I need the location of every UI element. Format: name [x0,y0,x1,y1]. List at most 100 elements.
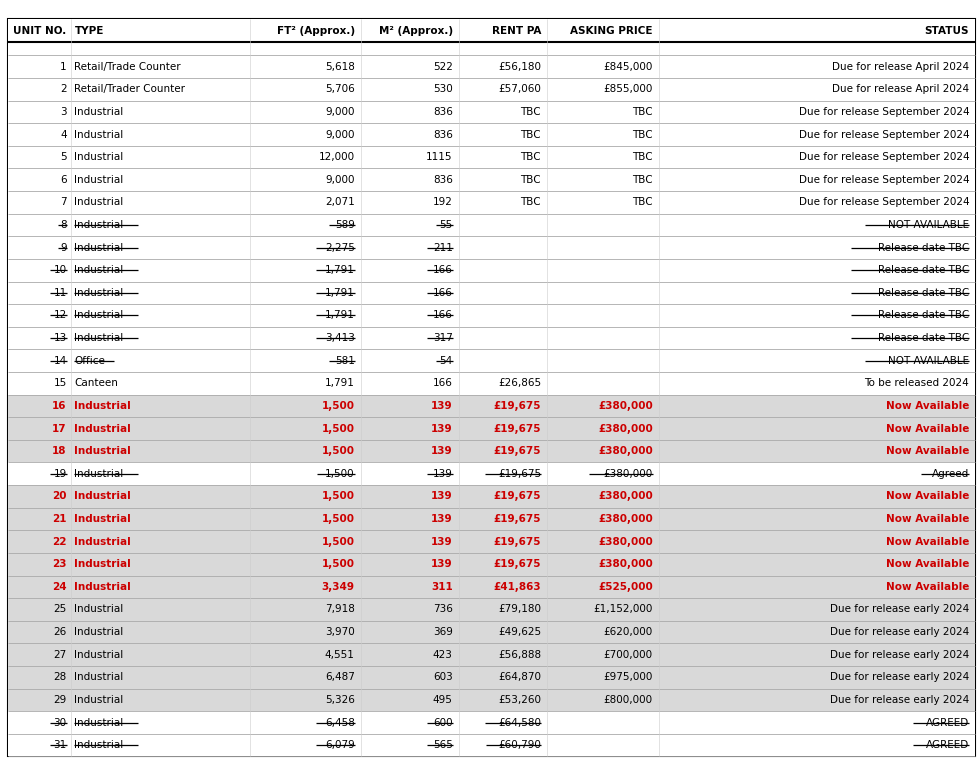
Bar [8,440,975,462]
Bar [8,417,975,440]
Text: £56,180: £56,180 [498,61,541,71]
Text: 30: 30 [54,717,67,727]
Text: 13: 13 [53,333,67,343]
Text: £19,675: £19,675 [494,492,541,502]
Text: Industrial: Industrial [74,492,131,502]
Text: £380,000: £380,000 [598,446,653,456]
Text: Due for release early 2024: Due for release early 2024 [830,604,969,614]
Text: TBC: TBC [520,130,541,140]
Bar [8,326,975,349]
Text: 2: 2 [60,84,67,94]
Text: 6: 6 [60,175,67,185]
Text: 139: 139 [431,559,453,569]
Text: 166: 166 [433,310,453,320]
Text: 1: 1 [60,61,67,71]
Text: M² (Approx.): M² (Approx.) [378,25,453,35]
Text: NOT AVAILABLE: NOT AVAILABLE [888,220,969,230]
Text: 1,500: 1,500 [321,492,355,502]
Text: 1,500: 1,500 [321,401,355,411]
Text: 495: 495 [433,695,453,705]
Text: Now Available: Now Available [886,582,969,592]
Text: ASKING PRICE: ASKING PRICE [570,25,653,35]
Text: 1,500: 1,500 [321,446,355,456]
Text: 836: 836 [433,130,453,140]
Text: £19,675: £19,675 [494,514,541,524]
Text: 317: 317 [433,333,453,343]
Text: 6,487: 6,487 [325,672,355,682]
Text: Industrial: Industrial [74,695,123,705]
Text: 15: 15 [53,379,67,389]
Text: £380,000: £380,000 [598,492,653,502]
Text: Due for release September 2024: Due for release September 2024 [799,175,969,185]
Text: 7: 7 [60,197,67,207]
Text: RENT PA: RENT PA [492,25,541,35]
Bar [8,689,975,711]
Text: Industrial: Industrial [74,107,123,117]
Text: £380,000: £380,000 [598,423,653,434]
Bar [8,666,975,689]
Text: £380,000: £380,000 [598,401,653,411]
Text: Industrial: Industrial [74,310,123,320]
Text: Industrial: Industrial [74,401,131,411]
Text: TBC: TBC [520,197,541,207]
Text: 26: 26 [53,627,67,637]
Text: £64,870: £64,870 [498,672,541,682]
Text: 311: 311 [431,582,453,592]
Text: £380,000: £380,000 [598,559,653,569]
Text: 54: 54 [439,356,453,366]
Text: Due for release early 2024: Due for release early 2024 [830,627,969,637]
Bar [8,531,975,553]
Text: 522: 522 [433,61,453,71]
Text: UNIT NO.: UNIT NO. [14,25,67,35]
Text: Due for release September 2024: Due for release September 2024 [799,152,969,162]
Text: 9,000: 9,000 [325,175,355,185]
Text: £855,000: £855,000 [604,84,653,94]
Text: £700,000: £700,000 [604,650,653,660]
Text: £1,152,000: £1,152,000 [593,604,653,614]
Bar [8,621,975,644]
Text: £53,260: £53,260 [498,695,541,705]
Text: £19,675: £19,675 [498,468,541,478]
Bar [8,123,975,146]
Text: 22: 22 [52,537,67,547]
Text: 17: 17 [52,423,67,434]
Text: 581: 581 [335,356,355,366]
Text: 6,079: 6,079 [325,740,355,750]
Text: 589: 589 [335,220,355,230]
Text: 18: 18 [52,446,67,456]
Text: 3,349: 3,349 [321,582,355,592]
Bar [8,508,975,531]
Text: Release date TBC: Release date TBC [878,310,969,320]
Text: Industrial: Industrial [74,514,131,524]
Text: Due for release early 2024: Due for release early 2024 [830,650,969,660]
Text: Now Available: Now Available [886,537,969,547]
Bar [8,395,975,417]
Text: 4: 4 [60,130,67,140]
Text: Industrial: Industrial [74,627,123,637]
Text: £800,000: £800,000 [604,695,653,705]
Text: 5,706: 5,706 [325,84,355,94]
Text: Industrial: Industrial [74,333,123,343]
Text: 14: 14 [53,356,67,366]
Text: Now Available: Now Available [886,446,969,456]
Text: 166: 166 [433,379,453,389]
Text: Industrial: Industrial [74,197,123,207]
Text: Industrial: Industrial [74,468,123,478]
Text: £57,060: £57,060 [498,84,541,94]
Bar [8,349,975,372]
Text: Due for release April 2024: Due for release April 2024 [832,61,969,71]
Text: 1,500: 1,500 [321,559,355,569]
Text: 27: 27 [53,650,67,660]
Text: 565: 565 [433,740,453,750]
Text: 10: 10 [54,265,67,275]
Text: Retail/Trader Counter: Retail/Trader Counter [74,84,185,94]
Text: 5: 5 [60,152,67,162]
Bar [8,644,975,666]
Text: Industrial: Industrial [74,559,131,569]
Text: 21: 21 [52,514,67,524]
Text: Now Available: Now Available [886,514,969,524]
Text: £380,000: £380,000 [598,537,653,547]
Text: 3,413: 3,413 [325,333,355,343]
Text: Office: Office [74,356,106,366]
Text: £56,888: £56,888 [498,650,541,660]
